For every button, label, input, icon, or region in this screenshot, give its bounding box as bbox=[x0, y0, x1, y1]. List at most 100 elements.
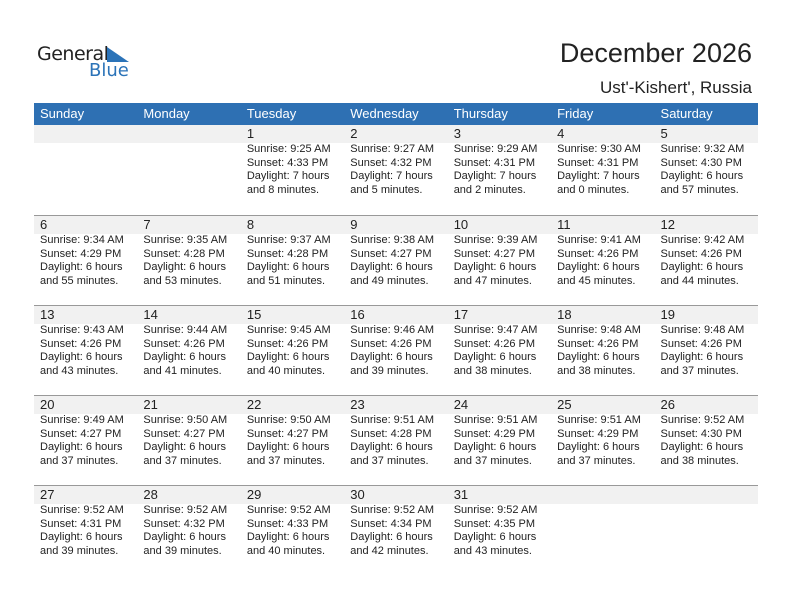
logo: General Blue bbox=[37, 43, 132, 83]
sunrise-text: Sunrise: 9:52 AM bbox=[453, 504, 538, 516]
sunrise-text: Sunrise: 9:32 AM bbox=[660, 143, 745, 155]
daylight-text: Daylight: 6 hours bbox=[557, 351, 640, 363]
day-cell: 9 Sunrise: 9:38 AM Sunset: 4:27 PM Daylight… bbox=[344, 216, 447, 288]
daylight-minutes-text: and 40 minutes. bbox=[246, 544, 326, 557]
sunrise-text: Sunrise: 9:45 AM bbox=[246, 324, 331, 336]
daylight-text: Daylight: 6 hours bbox=[660, 170, 744, 182]
weekday-header: Sunday Monday Tuesday Wednesday Thursday… bbox=[34, 103, 758, 125]
sunset-text: Sunset: 4:26 PM bbox=[557, 337, 639, 350]
sunrise-text: Sunrise: 9:50 AM bbox=[143, 414, 228, 426]
daylight-minutes-text: and 37 minutes. bbox=[350, 454, 429, 467]
day-number: 9 bbox=[350, 217, 358, 232]
sunset-text: Sunset: 4:27 PM bbox=[143, 427, 225, 440]
daylight-text: Daylight: 6 hours bbox=[143, 441, 226, 453]
date-band bbox=[34, 216, 758, 234]
sunset-text: Sunset: 4:26 PM bbox=[350, 337, 432, 350]
daylight-minutes-text: and 53 minutes. bbox=[143, 274, 222, 287]
daylight-text: Daylight: 6 hours bbox=[350, 441, 433, 453]
week-row: 13 Sunrise: 9:43 AM Sunset: 4:26 PM Dayligh… bbox=[34, 305, 758, 395]
day-number: 27 bbox=[40, 487, 55, 502]
date-band bbox=[34, 486, 758, 504]
sunset-text: Sunset: 4:26 PM bbox=[246, 337, 329, 350]
sunrise-text: Sunrise: 9:30 AM bbox=[557, 143, 641, 155]
day-number: 12 bbox=[660, 217, 675, 232]
day-number: 24 bbox=[453, 397, 469, 412]
empty-cell bbox=[34, 125, 137, 197]
day-cell: 29 Sunrise: 9:52 AM Sunset: 4:33 PM Dayligh… bbox=[241, 486, 344, 558]
sunrise-text: Sunrise: 9:46 AM bbox=[350, 324, 435, 336]
sunrise-text: Sunrise: 9:41 AM bbox=[557, 234, 641, 246]
day-number: 22 bbox=[246, 397, 262, 412]
sunrise-text: Sunrise: 9:52 AM bbox=[350, 504, 435, 516]
day-cell: 16 Sunrise: 9:46 AM Sunset: 4:26 PM Dayligh… bbox=[344, 306, 447, 378]
daylight-minutes-text: and 57 minutes. bbox=[660, 183, 739, 196]
day-number: 11 bbox=[557, 217, 571, 232]
sunset-text: Sunset: 4:29 PM bbox=[40, 247, 122, 260]
sunset-text: Sunset: 4:26 PM bbox=[453, 337, 536, 350]
daylight-text: Daylight: 7 hours bbox=[453, 170, 537, 182]
daylight-minutes-text: and 38 minutes. bbox=[557, 364, 636, 377]
day-number: 4 bbox=[557, 126, 565, 141]
day-cell: 2 Sunrise: 9:27 AM Sunset: 4:32 PM Daylight… bbox=[344, 125, 447, 197]
day-number: 21 bbox=[143, 397, 158, 412]
day-cell: 15 Sunrise: 9:45 AM Sunset: 4:26 PM Dayligh… bbox=[241, 306, 344, 378]
day-cell: 11 Sunrise: 9:41 AM Sunset: 4:26 PM Dayligh… bbox=[551, 216, 654, 288]
daylight-minutes-text: and 38 minutes. bbox=[660, 454, 739, 467]
sunset-text: Sunset: 4:28 PM bbox=[143, 247, 225, 260]
day-number: 6 bbox=[40, 217, 48, 232]
daylight-minutes-text: and 55 minutes. bbox=[40, 274, 119, 287]
weekday-wednesday: Wednesday bbox=[350, 106, 419, 121]
sunset-text: Sunset: 4:32 PM bbox=[143, 517, 225, 530]
daylight-text: Daylight: 7 hours bbox=[350, 170, 433, 182]
day-number: 29 bbox=[246, 487, 262, 502]
sunset-text: Sunset: 4:28 PM bbox=[350, 427, 432, 440]
sunrise-text: Sunrise: 9:38 AM bbox=[350, 234, 435, 246]
day-cell: 23 Sunrise: 9:51 AM Sunset: 4:28 PM Dayligh… bbox=[344, 396, 447, 468]
daylight-text: Daylight: 6 hours bbox=[453, 531, 537, 543]
daylight-text: Daylight: 6 hours bbox=[246, 351, 330, 363]
daylight-text: Daylight: 6 hours bbox=[660, 261, 744, 273]
sunrise-text: Sunrise: 9:29 AM bbox=[453, 143, 538, 155]
day-number: 5 bbox=[660, 126, 668, 141]
daylight-minutes-text: and 2 minutes. bbox=[453, 183, 526, 196]
date-band bbox=[34, 306, 758, 324]
sunrise-text: Sunrise: 9:39 AM bbox=[453, 234, 538, 246]
daylight-minutes-text: and 38 minutes. bbox=[453, 364, 532, 377]
daylight-minutes-text: and 37 minutes. bbox=[246, 454, 326, 467]
sunrise-text: Sunrise: 9:51 AM bbox=[453, 414, 538, 426]
day-number: 16 bbox=[350, 307, 365, 322]
day-number: 3 bbox=[453, 126, 461, 141]
day-number: 13 bbox=[40, 307, 55, 322]
daylight-text: Daylight: 7 hours bbox=[246, 170, 330, 182]
sunrise-text: Sunrise: 9:48 AM bbox=[557, 324, 641, 336]
sunset-text: Sunset: 4:35 PM bbox=[453, 517, 536, 530]
weeks: 1 Sunrise: 9:25 AM Sunset: 4:33 PM Daylight… bbox=[34, 125, 758, 575]
daylight-minutes-text: and 39 minutes. bbox=[40, 544, 119, 557]
daylight-text: Daylight: 6 hours bbox=[453, 261, 537, 273]
day-cell: 12 Sunrise: 9:42 AM Sunset: 4:26 PM Dayligh… bbox=[655, 216, 758, 288]
sunrise-text: Sunrise: 9:47 AM bbox=[453, 324, 538, 336]
sunset-text: Sunset: 4:30 PM bbox=[660, 156, 742, 169]
sunset-text: Sunset: 4:28 PM bbox=[246, 247, 329, 260]
day-cell: 17 Sunrise: 9:47 AM Sunset: 4:26 PM Dayligh… bbox=[448, 306, 551, 378]
sunset-text: Sunset: 4:29 PM bbox=[557, 427, 639, 440]
sunset-text: Sunset: 4:26 PM bbox=[557, 247, 639, 260]
day-cell: 10 Sunrise: 9:39 AM Sunset: 4:27 PM Dayligh… bbox=[448, 216, 551, 288]
sunset-text: Sunset: 4:31 PM bbox=[40, 517, 122, 530]
daylight-minutes-text: and 37 minutes. bbox=[143, 454, 222, 467]
day-number: 26 bbox=[660, 397, 675, 412]
daylight-minutes-text: and 40 minutes. bbox=[246, 364, 326, 377]
day-number: 31 bbox=[453, 487, 469, 502]
day-cell: 24 Sunrise: 9:51 AM Sunset: 4:29 PM Dayligh… bbox=[448, 396, 551, 468]
day-cell: 3 Sunrise: 9:29 AM Sunset: 4:31 PM Daylight… bbox=[448, 125, 551, 197]
day-cell: 20 Sunrise: 9:49 AM Sunset: 4:27 PM Dayligh… bbox=[34, 396, 137, 468]
daylight-minutes-text: and 44 minutes. bbox=[660, 274, 739, 287]
sunrise-text: Sunrise: 9:27 AM bbox=[350, 143, 435, 155]
sunrise-text: Sunrise: 9:35 AM bbox=[143, 234, 228, 246]
sunset-text: Sunset: 4:31 PM bbox=[557, 156, 639, 169]
sunrise-text: Sunrise: 9:51 AM bbox=[350, 414, 435, 426]
daylight-text: Daylight: 6 hours bbox=[453, 351, 537, 363]
sunrise-text: Sunrise: 9:52 AM bbox=[143, 504, 228, 516]
daylight-text: Daylight: 7 hours bbox=[557, 170, 640, 182]
day-cell: 26 Sunrise: 9:52 AM Sunset: 4:30 PM Dayligh… bbox=[655, 396, 758, 468]
